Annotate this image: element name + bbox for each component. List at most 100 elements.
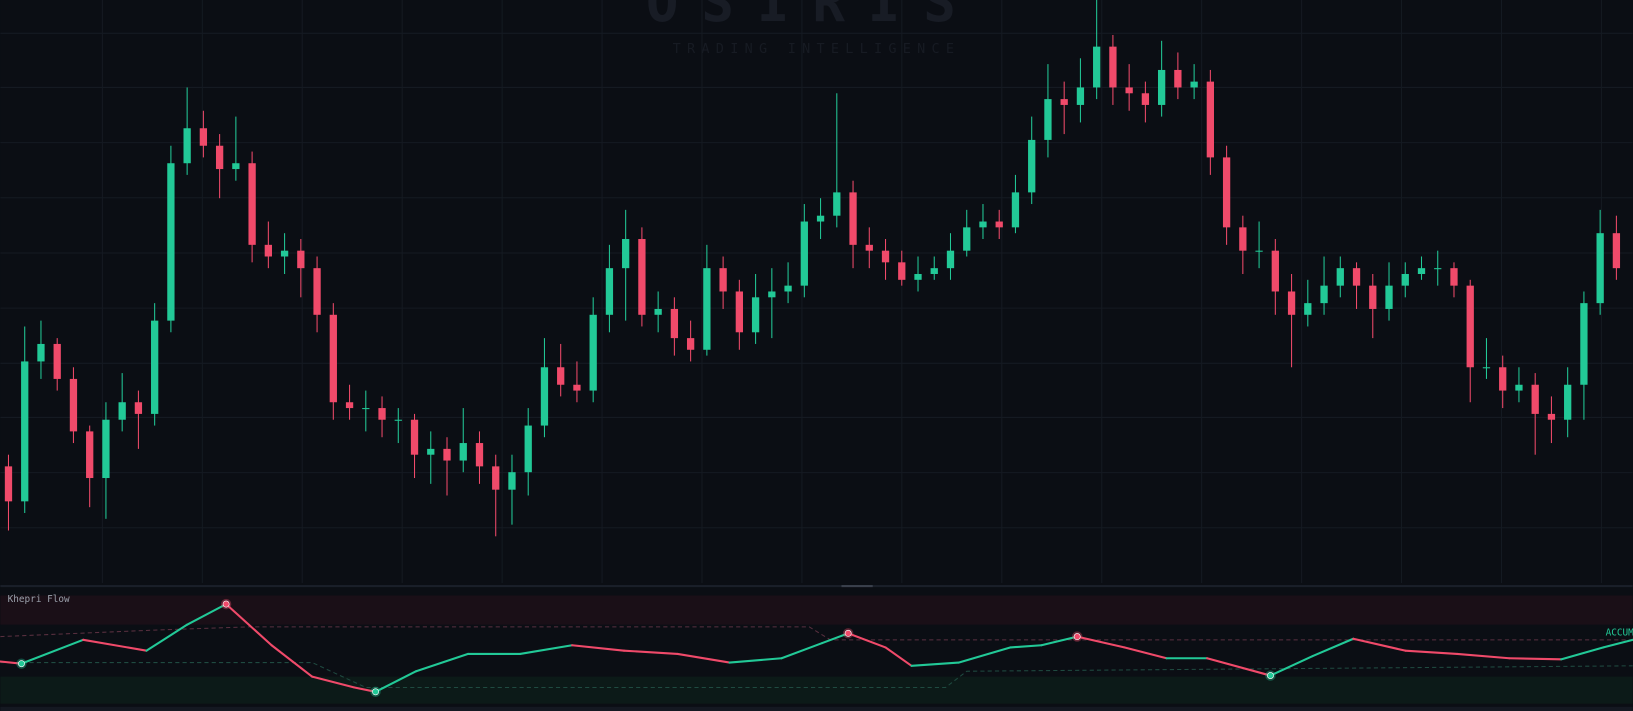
flow-segment [1123, 646, 1168, 660]
candle-body [1515, 384, 1523, 391]
candle-body [751, 297, 760, 333]
candle-body [849, 192, 857, 245]
flow-segment [270, 644, 314, 678]
candle-body [589, 314, 597, 391]
candle-body [1174, 69, 1182, 88]
candle-body [1093, 46, 1101, 88]
grid [0, 0, 1633, 583]
candle-body [557, 367, 565, 385]
flow-segment [186, 603, 228, 626]
candle-body [540, 367, 549, 426]
flow-segment [821, 632, 850, 645]
candle-body [232, 163, 240, 170]
candle-body [215, 145, 224, 170]
flow-segment [728, 657, 783, 664]
flow-segment [780, 642, 824, 660]
candle-body [638, 239, 646, 315]
candle-body [1141, 93, 1150, 105]
candle-body [1336, 268, 1344, 286]
pane-handle[interactable] [841, 585, 873, 588]
candle-body [605, 268, 614, 315]
candle-body [394, 419, 402, 421]
candle-body [800, 221, 808, 286]
candle-body [1304, 303, 1312, 315]
candle-body [427, 448, 435, 455]
candle-body [264, 244, 272, 257]
flow-segment [145, 623, 189, 652]
candle-body [280, 250, 289, 257]
candle-body [443, 448, 451, 461]
candle-body [1450, 268, 1458, 286]
candle-body [183, 128, 191, 164]
candle-body [654, 308, 662, 315]
candle-body [1109, 46, 1117, 88]
candle-body [995, 221, 1003, 228]
candle-body [53, 343, 61, 379]
candle-body [622, 239, 630, 269]
oversold-zone [0, 676, 1633, 704]
flow-segment [1311, 637, 1355, 658]
candle-body [816, 215, 825, 222]
candle-body [1287, 291, 1296, 315]
watermark-title: OSIRIS [646, 0, 979, 34]
flow-segment [1508, 657, 1563, 661]
candle-body [524, 425, 532, 473]
candle-body [898, 262, 906, 280]
candle-body [1320, 285, 1328, 304]
candle-body [1482, 367, 1491, 369]
candle-body [1352, 268, 1361, 286]
candle-body [362, 408, 370, 410]
candle-body [1239, 227, 1247, 251]
candle-body [833, 192, 841, 216]
candle-body [1434, 268, 1442, 270]
flow-segment [0, 660, 23, 665]
candle-body [1271, 250, 1279, 292]
indicator-annotation: ACCUM [1606, 627, 1633, 638]
flow-segment [847, 632, 887, 649]
candle-body [1401, 273, 1409, 286]
candle-body [784, 285, 792, 292]
candle-body [1547, 413, 1556, 420]
candle-body [979, 221, 987, 228]
bottom-edge [0, 706, 1633, 711]
signal-dot [222, 600, 230, 608]
flow-segment [1040, 635, 1079, 647]
flow-segment [82, 638, 148, 652]
candle-body [86, 431, 94, 479]
candle-body [151, 320, 159, 414]
signal-dot [1073, 633, 1081, 641]
flow-segment [20, 638, 85, 665]
flow-segment [311, 675, 356, 689]
overbought-zone [0, 595, 1633, 625]
candle-body [670, 308, 679, 339]
candle-body [946, 250, 955, 269]
candle-body [1028, 139, 1036, 193]
candle-body [69, 378, 78, 432]
candle-body [378, 408, 386, 420]
candle-body [1564, 384, 1572, 420]
candle-body [768, 291, 776, 298]
flow-segment [1206, 657, 1272, 677]
flow-segment [374, 670, 418, 693]
candle-body [1369, 285, 1377, 309]
signal-dot [18, 660, 25, 668]
candle-body [1385, 285, 1393, 309]
band-line [0, 662, 1633, 688]
candle-body [459, 443, 467, 461]
candle-body [1125, 87, 1133, 94]
candle-body [475, 443, 484, 467]
candle-body [1157, 69, 1166, 105]
flow-segment [957, 646, 1012, 664]
flow-segment [1076, 635, 1126, 649]
flow-segment [519, 644, 574, 655]
flow-segment [1404, 649, 1459, 655]
watermark-subtitle: TRADING INTELLIGENCE [673, 41, 961, 57]
flow-segment [1602, 638, 1633, 649]
candle-body [881, 250, 890, 263]
flow-segment [1352, 637, 1407, 652]
candle-body [297, 250, 305, 269]
candle-body [735, 291, 743, 333]
